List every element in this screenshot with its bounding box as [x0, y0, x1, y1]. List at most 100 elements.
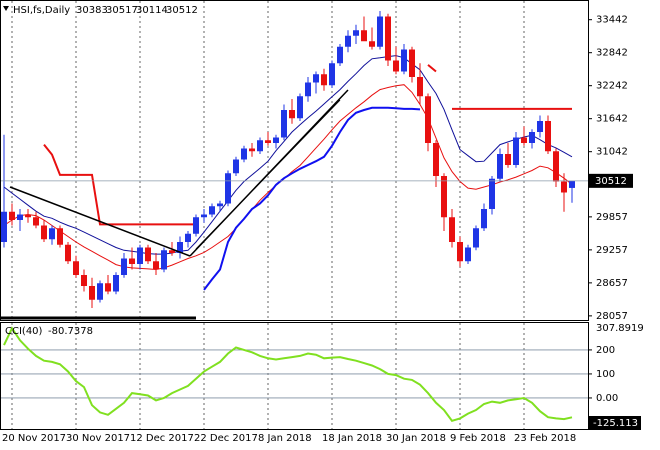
candle-body: [345, 35, 351, 47]
candle-body: [481, 209, 487, 229]
y-tick-label: 28657: [596, 278, 628, 289]
candle-body: [297, 96, 303, 119]
candle-body: [289, 110, 295, 119]
candle-body: [41, 225, 47, 240]
y-tick-label: 29257: [596, 245, 628, 256]
candle-body: [201, 214, 207, 218]
x-tick-label: 30 Jan 2018: [386, 433, 446, 444]
candle-body: [505, 154, 511, 165]
x-tick-label: 30 Nov 2017: [66, 433, 130, 444]
cci-frame: [0, 322, 589, 430]
candle-body: [177, 242, 183, 253]
candle-body: [497, 154, 503, 179]
candle-body: [449, 217, 455, 242]
header-close: 30512: [166, 5, 198, 16]
y-tick-label: 29857: [596, 212, 628, 223]
y-tick-label: 100: [596, 369, 615, 380]
candle-body: [81, 275, 87, 286]
y-tick-label: 0.00: [596, 393, 618, 404]
x-tick-label: 12 Dec 2017: [130, 433, 194, 444]
x-tick-label: 23 Feb 2018: [514, 433, 576, 444]
candle-body: [473, 228, 479, 248]
candle-body: [417, 77, 423, 97]
candle-body: [17, 214, 23, 220]
candle-body: [121, 258, 127, 275]
candle-body: [561, 181, 567, 193]
y-tick-label: 31642: [596, 114, 628, 125]
candle-body: [457, 242, 463, 262]
candle-body: [1, 211, 7, 242]
candle-body: [569, 180, 575, 188]
candle-body: [49, 228, 55, 240]
candle-body: [113, 275, 119, 292]
candle-body: [441, 176, 447, 218]
candle-body: [97, 283, 103, 300]
candle-body: [249, 148, 255, 152]
y-tick-label: 28057: [596, 311, 628, 322]
candle-body: [137, 247, 143, 264]
main-frame: [0, 0, 589, 321]
indicator-line: [3, 55, 573, 255]
cci-title: CCI(40): [5, 326, 43, 337]
candle-body: [377, 16, 383, 47]
candle-body: [521, 137, 527, 143]
y-min-label: -125.113: [593, 418, 638, 429]
x-tick-label: 20 Nov 2017: [2, 433, 66, 444]
cci-line: [3, 326, 573, 422]
x-tick-label: 9 Feb 2018: [450, 433, 506, 444]
y-tick-label: 32842: [596, 48, 628, 59]
candle-body: [193, 217, 199, 234]
trend-line: [9, 186, 191, 257]
candle-body: [169, 250, 175, 253]
candle-body: [337, 46, 343, 64]
candle-body: [73, 261, 79, 275]
layers: 20 Nov 2017 30 Nov 2017 12 Dec 2017 22 Dec …: [1, 1, 644, 444]
candle-body: [65, 244, 71, 262]
chart-title: HSI,fs,Daily: [13, 5, 70, 16]
trend-line: [195, 99, 341, 250]
candle-body: [393, 60, 399, 72]
candle-body: [281, 110, 287, 138]
candle-body: [353, 30, 359, 36]
candle-body: [385, 16, 391, 61]
candle-body: [105, 283, 111, 292]
candle-body: [209, 206, 215, 215]
candle-body: [369, 41, 375, 47]
candle-body: [9, 211, 15, 220]
candle-body: [433, 143, 439, 176]
candle-body: [233, 159, 239, 174]
x-tick-label: 22 Dec 2017: [194, 433, 258, 444]
candle-body: [33, 217, 39, 226]
candle-body: [537, 121, 543, 132]
candle-body: [265, 140, 271, 143]
y-tick-label: 31042: [596, 147, 628, 158]
candle-body: [401, 49, 407, 72]
candle-body: [361, 30, 367, 42]
collapse-icon: [3, 6, 9, 11]
candle-body: [409, 49, 415, 77]
current-price-label: 30512: [595, 176, 627, 187]
candle-body: [321, 74, 327, 86]
y-tick-label: 33442: [596, 15, 628, 26]
candle-body: [489, 178, 495, 209]
cci-value: -80.7378: [48, 326, 93, 337]
candle-body: [241, 148, 247, 160]
candle-body: [553, 151, 559, 182]
x-tick-label: 8 Jan 2018: [258, 433, 312, 444]
candle-body: [305, 82, 311, 97]
candle-body: [89, 286, 95, 300]
candle-body: [129, 258, 135, 264]
candle-body: [57, 228, 63, 245]
candle-body: [329, 63, 335, 86]
candle-body: [425, 96, 431, 143]
indicator-line: [43, 64, 572, 226]
candle-body: [465, 247, 471, 262]
candle-body: [145, 247, 151, 262]
header-high: 30517: [106, 5, 138, 16]
candle-body: [529, 132, 535, 143]
y-min-box: [589, 416, 641, 430]
indicator-line: [203, 106, 421, 291]
y-tick-label: 200: [596, 345, 615, 356]
candle-body: [513, 137, 519, 165]
